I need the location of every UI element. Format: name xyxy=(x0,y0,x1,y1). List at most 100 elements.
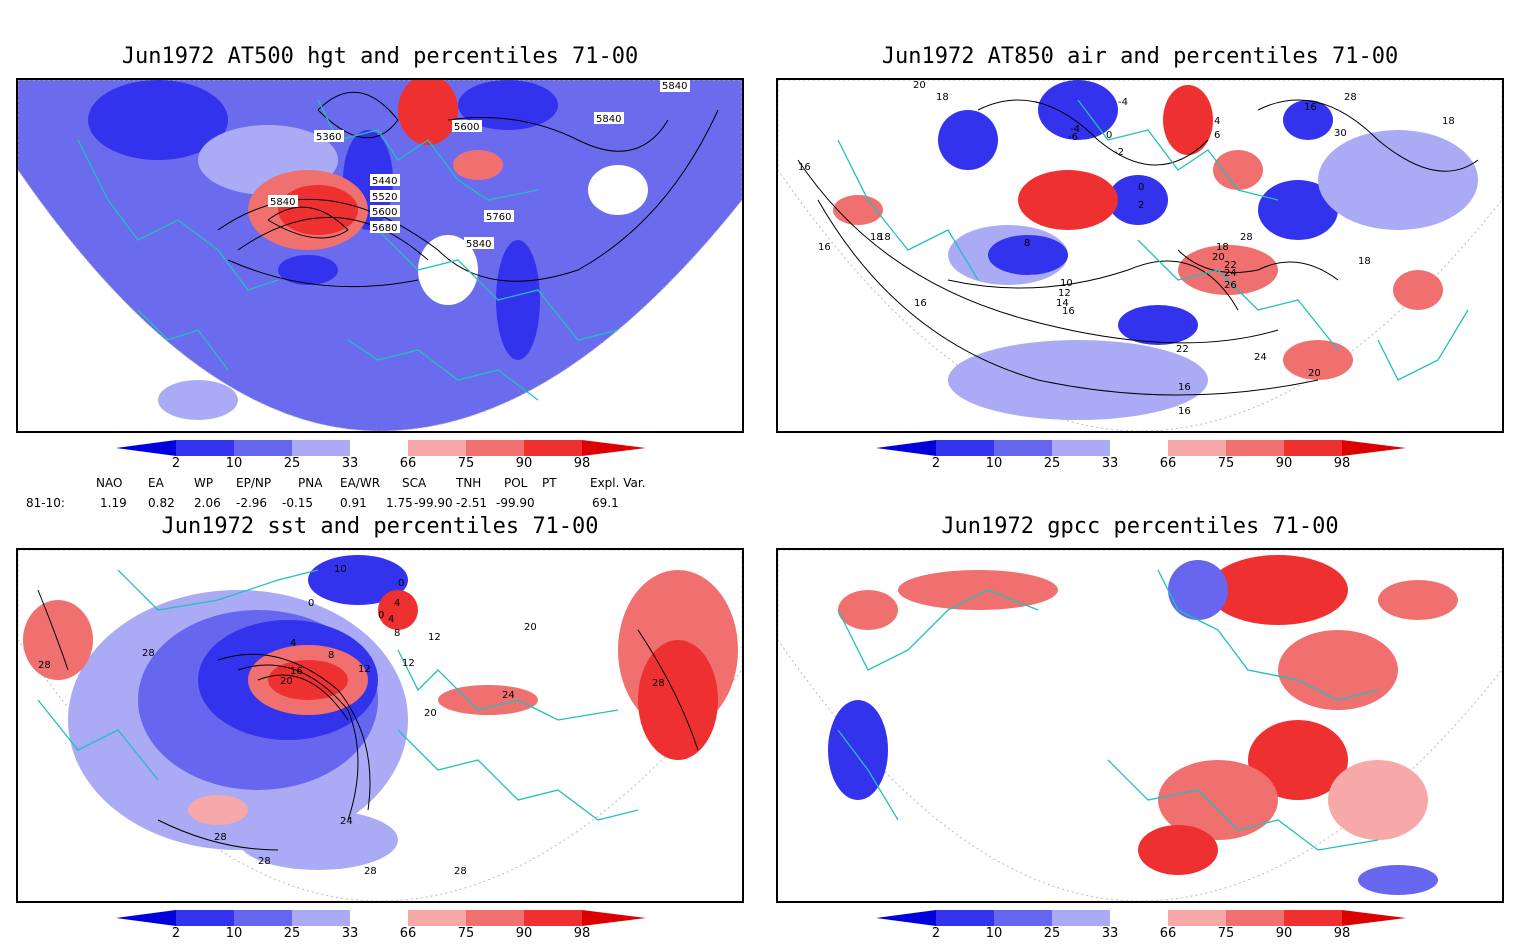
colorbar-label: 33 xyxy=(341,926,359,941)
contour-label: 18 xyxy=(936,92,949,103)
contour-label: -4 xyxy=(1118,97,1128,108)
tele-header: EA/WR xyxy=(340,476,381,490)
tele-header: NAO xyxy=(96,476,123,490)
contour-label: 20 xyxy=(524,622,537,633)
colorbar-air850: 2 10 25 33 66 75 90 98 xyxy=(876,440,1406,480)
colorbar-label: 2 xyxy=(171,926,181,941)
colorbar-gpcc: 2 10 25 33 66 75 90 98 xyxy=(876,910,1406,950)
contour-label: 14 xyxy=(1056,298,1069,309)
contour-label: 24 xyxy=(1254,352,1267,363)
contour-label: 18 xyxy=(878,232,891,243)
contour-label: 0 xyxy=(398,578,404,589)
colorbar-label: 2 xyxy=(171,456,181,471)
colorbar-hgt500: 2 10 25 33 66 75 90 98 xyxy=(116,440,646,480)
map-panel-gpcc xyxy=(776,548,1504,903)
contour-label: 12 xyxy=(358,664,371,675)
contour-label: 20 xyxy=(424,708,437,719)
tele-value: -99.90 xyxy=(414,496,453,510)
contour-label: 5840 xyxy=(662,81,687,92)
map-panel-air850: 20 18 -4 -6 -4 0 -2 4 6 16 28 26 30 18 1… xyxy=(776,78,1504,433)
contour-label: 5840 xyxy=(270,197,295,208)
contour-label: 8 xyxy=(328,650,334,661)
contour-label: 28 xyxy=(142,648,155,659)
contour-label: 22 xyxy=(1224,260,1237,271)
colorbar-label: 90 xyxy=(515,926,533,941)
tele-header: SCA xyxy=(402,476,427,490)
tele-header: PNA xyxy=(298,476,323,490)
tele-value: -2.96 xyxy=(236,496,268,510)
tele-header: EP/NP xyxy=(236,476,272,490)
colorbar-label: 10 xyxy=(985,926,1003,941)
contour-label: 16 xyxy=(818,242,831,253)
colorbar-label: 25 xyxy=(283,926,301,941)
contour-label: 10 xyxy=(1060,278,1073,289)
contour-label: 16 xyxy=(1178,382,1191,393)
colorbar-label: 33 xyxy=(1101,926,1119,941)
contour-label: 28 xyxy=(454,866,467,877)
colorbar-label: 10 xyxy=(225,456,243,471)
tele-value: 1.19 xyxy=(100,496,127,510)
colorbar-label: 66 xyxy=(399,926,417,941)
tele-value: 0.82 xyxy=(148,496,175,510)
contour-label: 5760 xyxy=(486,212,511,223)
contour-label: 28 xyxy=(258,856,271,867)
colorbar-label: 33 xyxy=(1101,456,1119,471)
colorbar-label: 90 xyxy=(515,456,533,471)
contour-label: 28 xyxy=(1240,232,1253,243)
colorbar-label: 25 xyxy=(283,456,301,471)
contour-label: 0 xyxy=(378,610,384,621)
tele-header: EA xyxy=(148,476,164,490)
contour-label: 20 xyxy=(1308,368,1321,379)
colorbar-label: 75 xyxy=(1217,456,1235,471)
colorbar-label: 25 xyxy=(1043,926,1061,941)
map-air850-svg: 20 18 -4 -6 -4 0 -2 4 6 16 28 26 30 18 1… xyxy=(778,80,1502,431)
contour-label: 20 xyxy=(1212,252,1225,263)
contour-label: 28 xyxy=(364,866,377,877)
colorbar-label: 25 xyxy=(1043,456,1061,471)
colorbar-label: 75 xyxy=(1217,926,1235,941)
panel-title-air850: Jun1972 AT850 air and percentiles 71-00 xyxy=(881,44,1399,69)
contour-label: 16 xyxy=(798,162,811,173)
contour-label: 20 xyxy=(280,676,293,687)
contour-label: 4 xyxy=(290,638,296,649)
contour-label: 4 xyxy=(394,598,400,609)
contour-label: 0 xyxy=(308,598,314,609)
contour-label: 22 xyxy=(1176,344,1189,355)
colorbar-label: 66 xyxy=(1159,926,1177,941)
contour-label: 24 xyxy=(502,690,515,701)
contour-label: 16 xyxy=(1304,102,1317,113)
contour-label: 5440 xyxy=(372,176,397,187)
panel-title-gpcc: Jun1972 gpcc percentiles 71-00 xyxy=(941,514,1339,539)
tele-header: PT xyxy=(542,476,557,490)
contour-label: 6 xyxy=(1214,130,1220,141)
colorbar-sst: 2 10 25 33 66 75 90 98 xyxy=(116,910,646,950)
tele-value: -2.51 xyxy=(456,496,488,510)
colorbar-air850-svg xyxy=(876,440,1406,456)
colorbar-label: 75 xyxy=(457,456,475,471)
contour-label: 4 xyxy=(388,614,394,625)
colorbar-gpcc-svg xyxy=(876,910,1406,926)
contour-label: 28 xyxy=(652,678,665,689)
contour-label: 4 xyxy=(1214,116,1220,127)
contour-label: 12 xyxy=(428,632,441,643)
contour-labels-air850: 20 18 -4 -6 -4 0 -2 4 6 16 28 26 30 18 1… xyxy=(798,80,1455,417)
contour-label: 16 xyxy=(1062,306,1075,317)
contour-label: 0 xyxy=(1106,130,1112,141)
contour-label: -2 xyxy=(1114,147,1124,158)
tele-header: POL xyxy=(504,476,528,490)
contour-label: 5680 xyxy=(372,223,397,234)
contour-label: 18 xyxy=(870,232,883,243)
tele-value: 0.91 xyxy=(340,496,367,510)
contour-label: 18 xyxy=(1216,242,1229,253)
colorbar-label: 33 xyxy=(341,456,359,471)
map-panel-hgt500: 5360 5440 5520 5600 5680 5760 5840 5840 … xyxy=(16,78,744,433)
contour-label: 18 xyxy=(1442,116,1455,127)
contour-label: 28 xyxy=(214,832,227,843)
tele-header: WP xyxy=(194,476,214,490)
map-gpcc-svg xyxy=(778,550,1502,901)
colorbar-label: 98 xyxy=(1333,926,1351,941)
tele-value: -99.90 xyxy=(496,496,535,510)
contour-label: 28 xyxy=(38,660,51,671)
contour-labels-sst: 10 0 0 4 0 12 28 28 4 8 12 16 20 4 8 12 … xyxy=(38,564,665,877)
colorbar-label: 2 xyxy=(931,456,941,471)
